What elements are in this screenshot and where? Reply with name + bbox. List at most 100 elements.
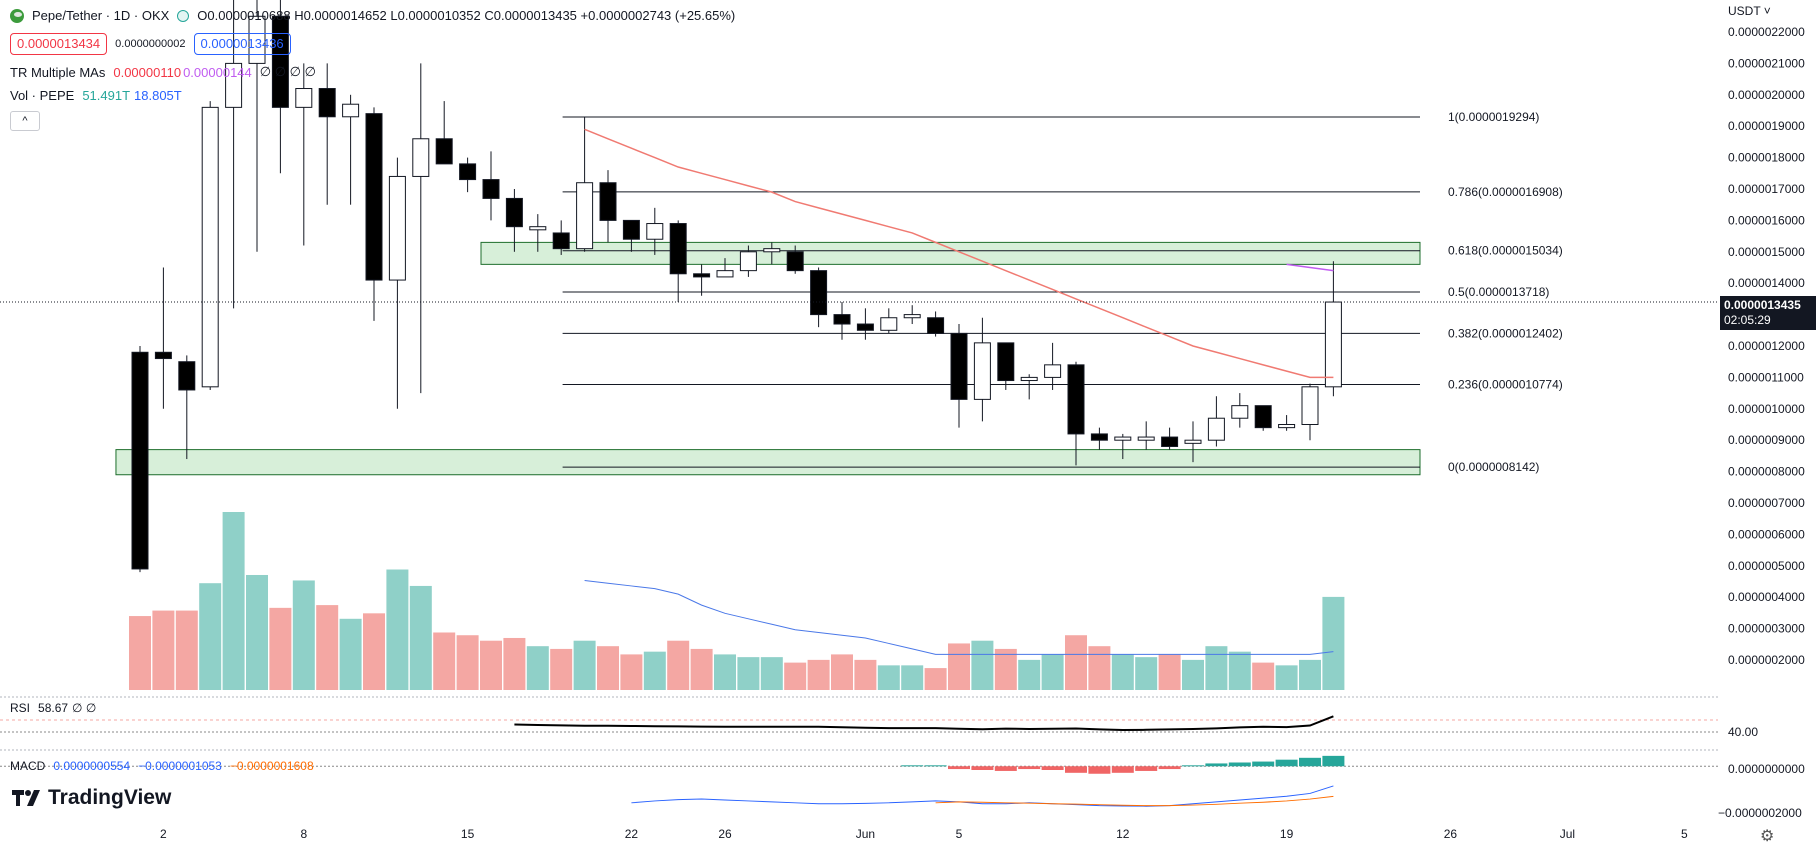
candle [552,232,570,250]
candle [856,323,874,331]
candle [599,182,617,221]
close-value: 0.0000013435 [493,8,577,23]
volume-bar [1018,659,1041,690]
macd-histogram-bar [924,765,947,767]
time-axis[interactable]: 2 8 15 22 26 Jun 5 12 19 26 Jul 5 [160,827,1688,841]
candle [927,317,945,334]
candle [1137,436,1155,441]
macd-histogram-bar [971,766,994,770]
sell-button[interactable]: 0.0000013434 [10,33,108,55]
time-tick-label: 26 [718,827,732,841]
time-tick-label: Jul [1560,827,1575,841]
price-tick-label: 0.0000012000 [1728,339,1805,353]
macd-signal-value: −0.0000001608 [229,759,314,773]
volume-bar [386,569,409,690]
macd-histogram-bar [1158,766,1181,770]
candle [131,351,149,570]
macd-histogram-bar [1205,763,1228,767]
volume-bar [1065,635,1087,690]
fib-label: 0.236(0.0000010774) [1448,377,1563,391]
ma-value-2: 0.00000144 [183,64,252,80]
volume-bar [994,648,1017,690]
candle [1301,386,1319,426]
rsi-value: 58.67 [38,701,69,715]
rsi-rest: ∅ ∅ [72,701,97,715]
volume-bar [1088,646,1111,690]
fib-label: 0.382(0.0000012402) [1448,326,1563,340]
candle [997,342,1015,382]
candle [248,15,266,64]
macd-histogram-bar [1111,766,1134,773]
price-tick-label: 0.0000003000 [1728,622,1805,636]
fib-label: 0.618(0.0000015034) [1448,244,1563,258]
fib-label: 1(0.0000019294) [1448,110,1539,124]
volume-bar [526,646,549,690]
macd-label[interactable]: MACD [10,759,46,773]
volume-bar [1228,651,1251,690]
price-tick-label: 0.0000014000 [1728,276,1805,290]
macd-histogram-bar [1299,757,1321,767]
symbol-title[interactable]: Pepe/Tether · 1D · OKX [32,8,170,23]
candle [1161,436,1179,447]
volume-bar [550,648,573,690]
ma-indicator-label[interactable]: TR Multiple MAs [10,64,106,80]
time-tick-label: 19 [1280,827,1294,841]
time-tick-label: 2 [160,827,167,841]
rsi-label[interactable]: RSI [10,701,31,715]
volume-bar [1275,665,1298,690]
candle [388,175,406,281]
volume-bar [831,654,853,690]
price-tick-label: 0.0000015000 [1728,245,1805,259]
price-tick-label: 0.0000019000 [1728,119,1805,133]
spread-value: 0.0000000002 [115,38,186,50]
price-tick-label: 0.0000021000 [1728,56,1805,70]
fib-layer: 1(0.0000019294) 0.786(0.0000016908) 0.618(… [562,110,1563,474]
volume-value-1: 51.491T [82,88,131,103]
volume-bar [690,648,713,690]
time-tick-label: 5 [956,827,963,841]
market-open-dot-icon [177,9,190,22]
buy-button[interactable]: 0.0000013436 [193,33,291,55]
volume-bar [854,659,877,690]
volume-bar [1041,654,1064,690]
volume-bar [1299,659,1321,690]
candle [201,106,219,388]
tradingview-logo[interactable]: TradingView [12,786,171,810]
volume-bar [714,654,736,690]
ma-value-rest: ∅ ∅ ∅ ∅ [259,64,316,79]
candle [1067,364,1085,435]
volume-layer [129,512,1345,690]
macd-tick-zero: 0.0000000000 [1728,762,1805,776]
volume-bar [573,640,596,690]
support-zone [115,449,1421,476]
price-axis[interactable]: 0.0000022000 0.0000021000 0.0000020000 0.00… [1728,25,1805,667]
collapse-legend-button[interactable]: ^ [10,111,40,131]
last-price-value: 0.0000013435 [1724,298,1801,312]
volume-bar [456,635,479,690]
volume-bar [1135,657,1158,690]
price-tick-label: 0.0000005000 [1728,559,1805,573]
legend-volume: Vol · PEPE 51.491T 18.805T [10,88,182,103]
macd-histogram-bar [1275,759,1298,767]
zone-layer [115,241,1421,476]
fib-label: 0.5(0.0000013718) [1448,285,1549,299]
candle [1184,439,1202,444]
volume-bar [948,643,970,690]
candle [318,88,336,118]
candle [716,270,734,278]
price-tick-label: 0.0000018000 [1728,151,1805,165]
currency-selector[interactable]: USDT ˅ [1728,4,1771,18]
gear-icon[interactable]: ⚙ [1760,828,1775,845]
open-label: O [197,8,208,23]
bar-countdown: 02:05:29 [1724,313,1771,327]
candle [739,251,757,272]
candle [482,179,500,199]
volume-indicator-label[interactable]: Vol · PEPE [10,88,75,103]
macd-histogram-bar [994,766,1017,771]
volume-ma-line [584,579,1334,655]
price-tick-label: 0.0000020000 [1728,88,1805,102]
macd-tick-low: −0.0000002000 [1718,806,1802,820]
candle [1207,417,1225,441]
candle [950,332,968,400]
